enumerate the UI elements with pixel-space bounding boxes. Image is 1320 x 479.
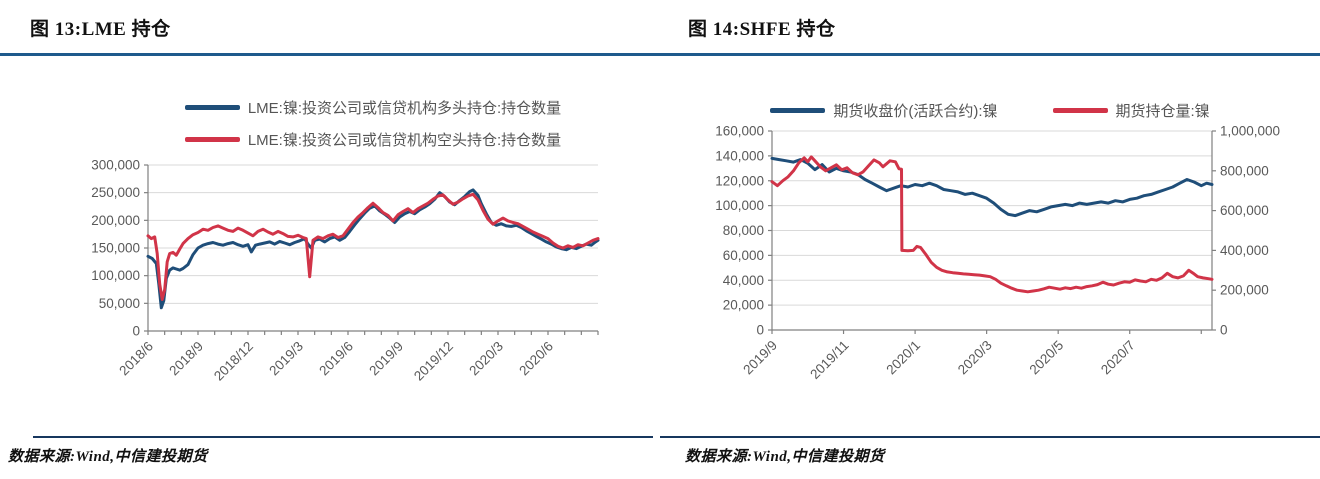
- header-rule: [0, 53, 1320, 56]
- footer-rule-right: [660, 436, 1320, 438]
- figure-13-legend: LME:镍:投资公司或信贷机构多头持仓:持仓数量 LME:镍:投资公司或信贷机构…: [43, 97, 703, 150]
- svg-text:2018/6: 2018/6: [116, 339, 156, 379]
- line-swatch-blue: [184, 105, 240, 110]
- svg-text:400,000: 400,000: [1220, 243, 1269, 258]
- svg-text:2020/3: 2020/3: [955, 338, 995, 378]
- svg-text:2018/12: 2018/12: [211, 339, 256, 384]
- svg-text:100,000: 100,000: [715, 198, 764, 213]
- svg-text:300,000: 300,000: [91, 158, 140, 173]
- svg-text:40,000: 40,000: [723, 273, 764, 288]
- svg-text:0: 0: [132, 324, 140, 339]
- legend-item-lme-long: LME:镍:投资公司或信贷机构多头持仓:持仓数量: [184, 97, 562, 118]
- svg-text:1,000,000: 1,000,000: [1220, 124, 1280, 139]
- legend-item-shfe-oi: 期货持仓量:镍: [1052, 100, 1210, 121]
- svg-text:2019/9: 2019/9: [740, 338, 780, 378]
- svg-text:150,000: 150,000: [91, 241, 140, 256]
- svg-text:600,000: 600,000: [1220, 203, 1269, 218]
- shfe-holdings-line-chart: 0 20,000 40,000 60,000 80,000 100,000 120,000 1…: [715, 124, 1280, 382]
- legend-item-lme-short: LME:镍:投资公司或信贷机构空头持仓:持仓数量: [184, 129, 562, 150]
- svg-text:2019/9: 2019/9: [366, 339, 406, 379]
- svg-text:800,000: 800,000: [1220, 163, 1269, 178]
- svg-text:2018/9: 2018/9: [166, 339, 206, 379]
- svg-text:2019/6: 2019/6: [316, 339, 356, 379]
- svg-text:20,000: 20,000: [723, 298, 764, 313]
- svg-text:50,000: 50,000: [99, 296, 140, 311]
- svg-text:2019/11: 2019/11: [807, 338, 851, 382]
- svg-text:140,000: 140,000: [715, 148, 764, 163]
- legend-row: LME:镍:投资公司或信贷机构多头持仓:持仓数量: [184, 97, 562, 118]
- lme-holdings-line-chart: 0 50,000 100,000 150,000 200,000 250,000 300,0…: [91, 158, 600, 384]
- svg-text:250,000: 250,000: [91, 185, 140, 200]
- legend-label: 期货收盘价(活跃合约):镍: [833, 103, 998, 120]
- svg-text:60,000: 60,000: [723, 248, 764, 263]
- legend-row: 期货收盘价(活跃合约):镍 期货持仓量:镍: [770, 100, 1210, 121]
- footer-rule-left: [33, 436, 653, 438]
- svg-text:2020/5: 2020/5: [1026, 338, 1066, 378]
- figure-14-title: 图 14:SHFE 持仓: [688, 19, 836, 40]
- legend-item-shfe-price: 期货收盘价(活跃合约):镍: [770, 100, 998, 121]
- legend-row: LME:镍:投资公司或信贷机构空头持仓:持仓数量: [184, 129, 562, 150]
- svg-text:0: 0: [1220, 323, 1228, 338]
- svg-text:100,000: 100,000: [91, 268, 140, 283]
- legend-label: LME:镍:投资公司或信贷机构空头持仓:持仓数量: [247, 132, 562, 149]
- svg-text:2020/1: 2020/1: [883, 338, 923, 378]
- figure-13-source: 数据来源:Wind,中信建投期货: [8, 449, 208, 465]
- figure-14-legend: 期货收盘价(活跃合约):镍 期货持仓量:镍: [660, 100, 1320, 121]
- legend-label: LME:镍:投资公司或信贷机构多头持仓:持仓数量: [247, 100, 562, 117]
- figure-13-title: 图 13:LME 持仓: [30, 19, 171, 40]
- figure-14-source: 数据来源:Wind,中信建投期货: [685, 449, 885, 465]
- svg-text:160,000: 160,000: [715, 124, 764, 139]
- line-swatch-red: [184, 137, 240, 142]
- svg-text:2020/3: 2020/3: [466, 339, 506, 379]
- svg-text:2019/3: 2019/3: [266, 339, 306, 379]
- svg-text:0: 0: [756, 323, 764, 338]
- svg-text:80,000: 80,000: [723, 223, 764, 238]
- line-swatch-red: [1052, 108, 1108, 113]
- legend-label: 期货持仓量:镍: [1115, 103, 1210, 120]
- svg-text:200,000: 200,000: [1220, 283, 1269, 298]
- svg-text:200,000: 200,000: [91, 213, 140, 228]
- svg-text:2020/6: 2020/6: [516, 339, 556, 379]
- line-swatch-blue: [770, 108, 826, 113]
- svg-text:2019/12: 2019/12: [411, 339, 456, 384]
- svg-text:120,000: 120,000: [715, 173, 764, 188]
- svg-text:2020/7: 2020/7: [1098, 338, 1138, 378]
